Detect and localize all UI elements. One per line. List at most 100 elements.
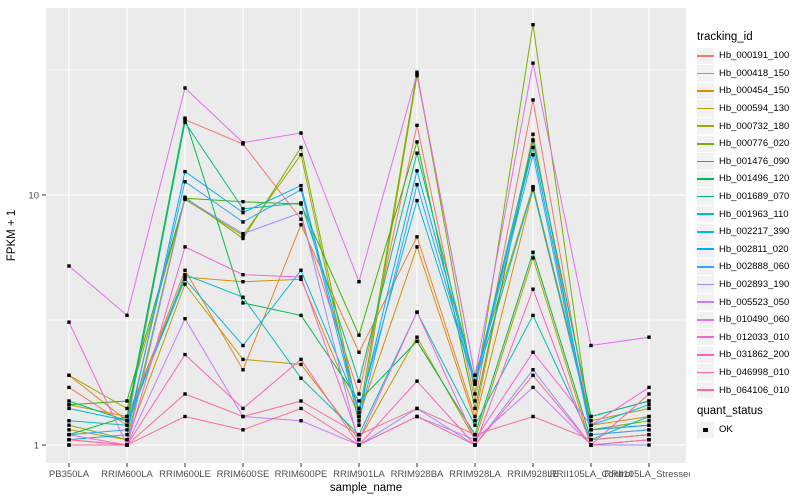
x-tick-label: RRIM600LE	[159, 469, 211, 480]
data-point	[589, 432, 593, 437]
data-point	[357, 379, 361, 383]
legend-item-label: Hb_001689_070	[719, 191, 790, 203]
data-point	[299, 357, 303, 362]
data-point	[357, 438, 361, 442]
data-point	[531, 138, 535, 142]
x-tick-label: RRII105LA_Control	[550, 469, 632, 480]
data-point	[241, 357, 245, 362]
legend-item: Hb_002811_020	[697, 241, 789, 259]
legend-key-swatch	[697, 258, 714, 276]
data-point	[299, 217, 303, 221]
data-point	[415, 235, 419, 239]
data-point	[415, 182, 419, 187]
data-point	[125, 399, 129, 403]
data-point	[183, 275, 187, 279]
legend-line-icon	[697, 54, 714, 57]
legend-key-swatch	[697, 82, 714, 100]
legend-item-label: Hb_001963_110	[719, 208, 789, 220]
legend-line-icon	[697, 283, 714, 286]
data-point	[647, 392, 651, 396]
legend-item: Hb_002217_390	[697, 223, 789, 241]
data-point	[241, 140, 245, 145]
legend-item: Hb_001963_110	[697, 205, 789, 223]
legend-item-quant: OK	[697, 421, 733, 439]
data-point	[415, 379, 419, 383]
data-point	[67, 419, 71, 423]
data-point	[67, 438, 71, 442]
data-point	[241, 428, 245, 432]
legend-item-label: Hb_002217_390	[719, 226, 790, 238]
data-point	[67, 399, 71, 403]
data-point	[299, 145, 303, 150]
legend-line-icon	[697, 301, 714, 303]
data-point	[299, 152, 303, 157]
legend-key-swatch	[697, 293, 714, 311]
legend-item-label: Hb_002811_020	[719, 243, 789, 255]
legend-line-icon	[697, 354, 714, 356]
data-point	[473, 414, 477, 419]
data-point	[357, 392, 361, 396]
legend-item-label: Hb_000594_130	[719, 103, 790, 115]
data-point	[357, 410, 361, 415]
legend-key-swatch	[697, 241, 714, 258]
data-point	[647, 428, 651, 432]
legend-key-swatch	[697, 135, 714, 152]
data-point	[241, 295, 245, 299]
x-tick-label: RRIM928LA	[449, 469, 501, 480]
legend-item: Hb_064106_010	[697, 381, 789, 399]
data-point	[531, 287, 535, 291]
fpkm-line-chart: 1 10 PB350LA RRIM600LA RRIM600LE RRIM600SE RRI…	[6, 8, 690, 494]
legend-item: Hb_000418_150	[697, 65, 789, 83]
data-point	[241, 301, 245, 305]
data-point	[67, 385, 71, 390]
legend-key-swatch	[697, 223, 714, 240]
legend-line-icon	[697, 107, 714, 110]
legend-item: Hb_000776_020	[697, 135, 789, 153]
legend-key-swatch	[697, 188, 714, 205]
tracking-id-legend-items: Hb_000191_100 Hb_000418_150 Hb_000454_150 H…	[697, 47, 789, 399]
data-point	[241, 343, 245, 348]
data-point	[415, 169, 419, 173]
data-point	[473, 423, 477, 427]
x-tick-label: RRIM928LE	[507, 469, 559, 480]
data-point	[357, 333, 361, 337]
data-point	[647, 432, 651, 437]
data-point	[183, 277, 187, 282]
data-point	[241, 200, 245, 204]
data-point	[299, 201, 303, 205]
legend-title-tracking-id: tracking_id	[697, 31, 753, 43]
legend-line-icon	[697, 90, 714, 92]
legend-line-icon	[697, 178, 714, 180]
data-point	[531, 250, 535, 254]
data-point	[531, 385, 535, 390]
legend-key-swatch	[697, 421, 714, 438]
data-point	[67, 264, 71, 268]
legend-item: Hb_000191_100	[697, 47, 789, 65]
legend-item-label: Hb_001476_090	[719, 155, 790, 167]
legend-item-label: Hb_002888_060	[719, 261, 790, 273]
legend-key-swatch	[697, 153, 714, 170]
data-point	[241, 272, 245, 277]
data-point	[125, 423, 129, 427]
data-point	[415, 339, 419, 343]
data-point	[125, 443, 129, 447]
legend-key-swatch	[697, 205, 714, 223]
legend-item-label: Hb_001496_120	[719, 173, 790, 185]
data-point	[589, 419, 593, 423]
data-point	[531, 313, 535, 318]
data-point	[183, 196, 187, 201]
legend-item: Hb_002888_060	[697, 258, 789, 276]
legend-item-label: Hb_064106_010	[719, 384, 790, 396]
data-point	[183, 120, 187, 125]
legend-item: Hb_012033_010	[697, 329, 789, 347]
legend-item-label: Hb_046998_010	[719, 366, 790, 378]
data-point	[67, 428, 71, 432]
legend-item-label: Hb_005523_050	[719, 296, 790, 308]
legend-key-swatch	[697, 100, 714, 117]
data-point	[473, 419, 477, 423]
legend-item: Hb_046998_010	[697, 364, 789, 382]
legend-key-swatch	[697, 329, 714, 346]
data-point	[125, 414, 129, 419]
data-point	[415, 198, 419, 203]
